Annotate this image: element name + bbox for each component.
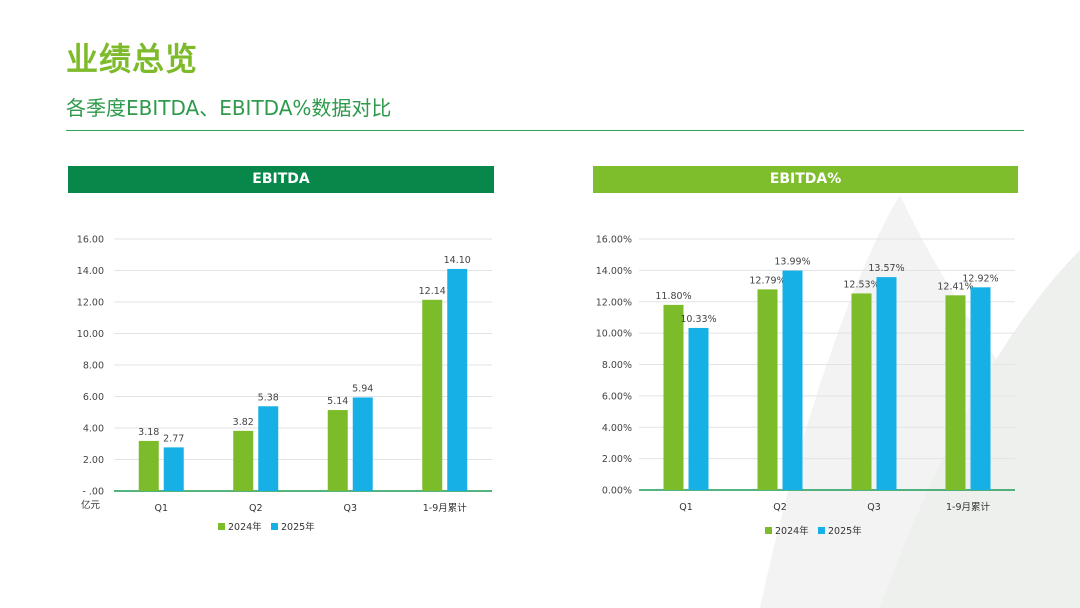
data-label: 12.53%: [843, 279, 879, 290]
y-tick-label: 16.00%: [596, 235, 632, 246]
data-label: 3.18: [138, 427, 159, 438]
bar-2024: [327, 410, 348, 491]
bar-2024: [851, 293, 872, 490]
bar-2024: [422, 299, 443, 491]
y-tick-label: 14.00%: [596, 266, 632, 277]
legend-swatch: [271, 523, 278, 530]
y-tick-label: 12.00%: [596, 297, 632, 308]
y-unit-label: 亿元: [81, 499, 101, 511]
data-label: 3.82: [233, 417, 254, 428]
x-tick-label: Q3: [867, 502, 881, 513]
bar-2024: [138, 440, 159, 491]
data-label: 12.92%: [962, 273, 998, 284]
data-label: 10.33%: [680, 314, 716, 325]
bar-2024: [233, 430, 254, 491]
data-label: 11.80%: [655, 291, 691, 302]
bar-2025: [163, 447, 184, 491]
x-tick-label: Q1: [679, 502, 693, 513]
x-tick-label: 1-9月累计: [423, 502, 468, 514]
bar-2025: [876, 277, 897, 490]
y-tick-label: 10.00: [77, 329, 104, 340]
y-tick-label: 6.00%: [602, 391, 632, 402]
bar-2024: [663, 304, 684, 490]
data-label: 13.57%: [868, 263, 904, 274]
legend-swatch: [218, 523, 225, 530]
y-tick-label: 2.00: [83, 455, 104, 466]
y-tick-label: 8.00%: [602, 360, 632, 371]
y-tick-label: 4.00: [83, 424, 104, 435]
data-label: 5.14: [327, 396, 348, 407]
bar-2025: [970, 287, 991, 490]
y-tick-label: 4.00%: [602, 423, 632, 434]
x-tick-label: 1-9月累计: [946, 501, 991, 513]
ebitda-percent-chart-header: EBITDA%: [593, 166, 1018, 193]
y-tick-label: 6.00: [83, 392, 104, 403]
legend-label: 2024年: [228, 521, 262, 533]
ebitda-bar-chart: - .00 2.00 4.00 6.00 8.00 10.00 12.00 14.00 16.0…: [77, 235, 492, 533]
data-label: 12.79%: [749, 275, 785, 286]
y-tick-label: 10.00%: [596, 329, 632, 340]
data-label: 12.41%: [937, 281, 973, 292]
data-label: 14.10: [444, 255, 471, 266]
y-tick-label: 16.00: [77, 235, 104, 246]
y-tick-label: 12.00: [77, 298, 104, 309]
ebitda-percent-bar-chart: 0.00% 2.00% 4.00% 6.00% 8.00% 10.00% 12.00% 14.…: [596, 235, 1015, 537]
bar-2025: [782, 270, 803, 490]
x-tick-label: Q1: [154, 503, 168, 514]
page-title: 业绩总览: [66, 40, 199, 78]
bar-2025: [688, 327, 709, 490]
data-label: 12.14: [419, 286, 446, 297]
y-tick-label: - .00: [82, 487, 104, 498]
data-label: 5.38: [258, 392, 279, 403]
data-label: 13.99%: [774, 257, 810, 268]
legend-label: 2024年: [775, 525, 809, 537]
y-tick-label: 2.00%: [602, 454, 632, 465]
data-label: 2.77: [163, 433, 184, 444]
bar-2024: [945, 295, 966, 490]
y-tick-label: 14.00: [77, 266, 104, 277]
legend-swatch: [765, 527, 772, 534]
ebitda-chart-header: EBITDA: [68, 166, 494, 193]
title-divider: [66, 130, 1024, 131]
legend-label: 2025年: [281, 521, 315, 533]
bar-2025: [447, 268, 468, 491]
x-tick-label: Q3: [343, 503, 357, 514]
y-tick-label: 0.00%: [602, 486, 632, 497]
x-tick-label: Q2: [249, 503, 263, 514]
data-label: 5.94: [352, 383, 373, 394]
bar-2025: [352, 397, 373, 491]
x-tick-label: Q2: [773, 502, 787, 513]
bar-2024: [757, 289, 778, 490]
legend-label: 2025年: [828, 525, 862, 537]
y-tick-label: 8.00: [83, 361, 104, 372]
bar-2025: [258, 406, 279, 491]
page-subtitle: 各季度EBITDA、EBITDA%数据对比: [66, 96, 392, 120]
legend-swatch: [818, 527, 825, 534]
